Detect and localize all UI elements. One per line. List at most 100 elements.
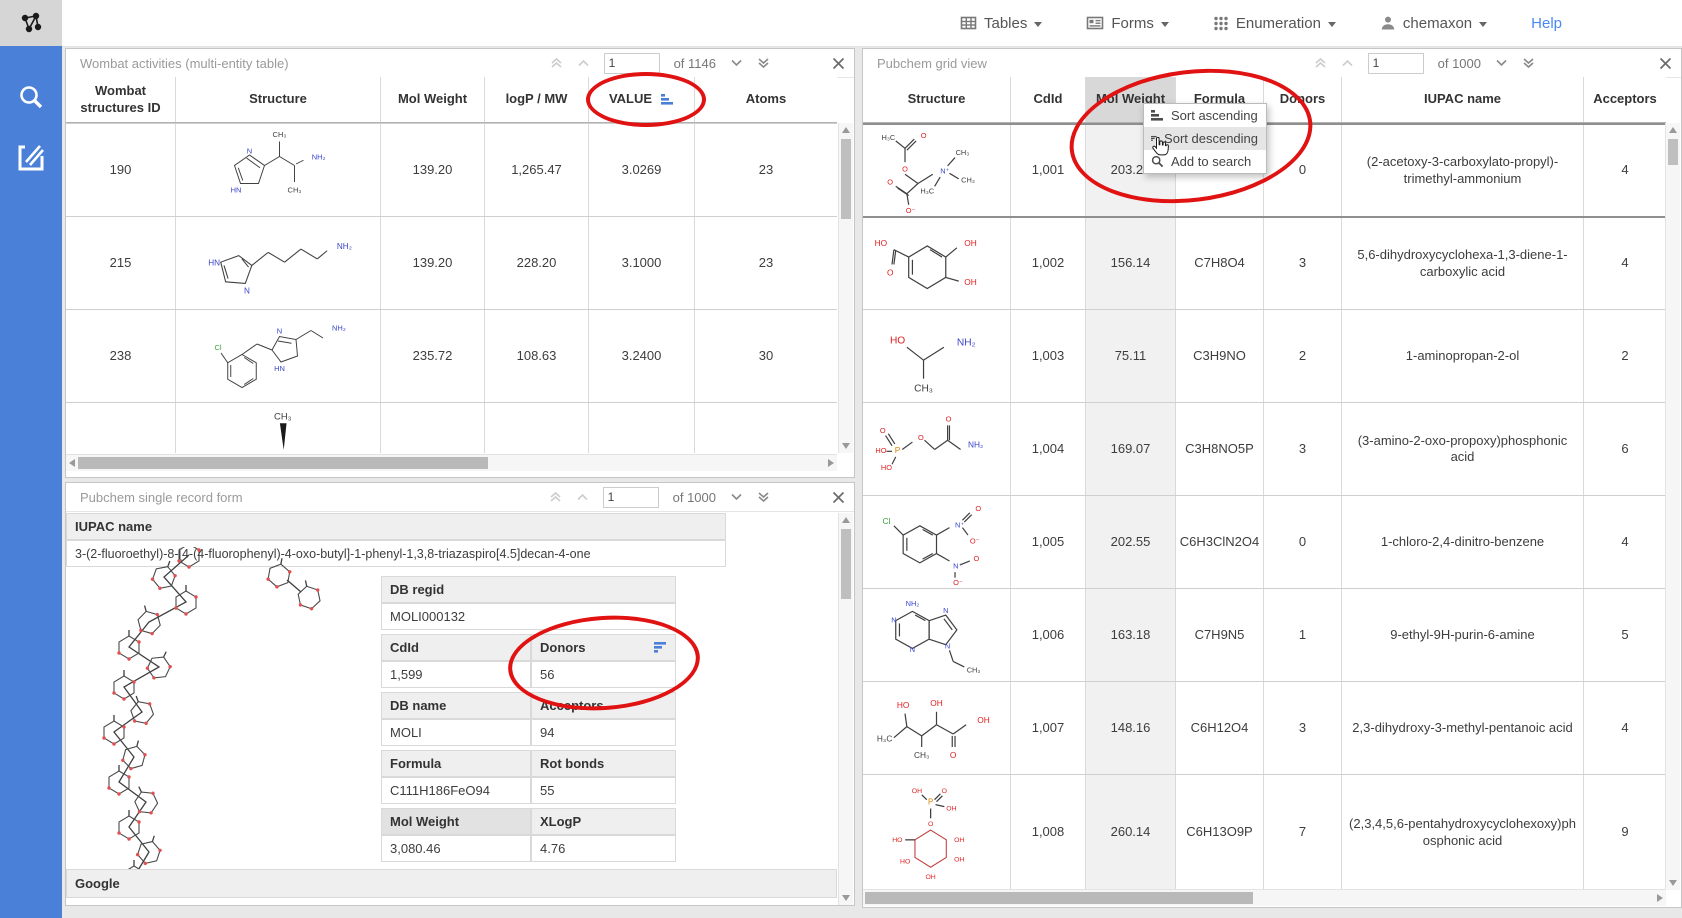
chemaxon-logo[interactable] [0, 0, 62, 46]
menu-item-sort-ascending[interactable]: Sort ascending [1144, 104, 1266, 127]
close-icon[interactable] [832, 57, 854, 70]
table-row[interactable]: HO NH₂ CH₃ 1,003 75.11 C3H9NO 2 1-aminop… [863, 309, 1666, 402]
iupac-cell[interactable]: (2-acetoxy-3-carboxylato-propyl)-trimeth… [1342, 125, 1584, 216]
vertical-scrollbar[interactable] [838, 513, 853, 905]
column-header-donors[interactable]: Donors [1264, 77, 1342, 122]
acceptors-cell[interactable]: 9 [1621, 824, 1629, 840]
mol-weight-cell[interactable]: 139.20 [381, 217, 485, 309]
mol-weight-cell[interactable]: 202.55 [1086, 496, 1176, 588]
last-page-button[interactable] [757, 57, 770, 69]
formula-cell[interactable]: C7H8O4 [1176, 218, 1264, 309]
iupac-cell[interactable]: 1-chloro-2,4-dinitro-benzene [1342, 496, 1584, 588]
scroll-up-arrow-icon[interactable] [842, 517, 850, 523]
acceptors-cell[interactable]: 4 [1621, 533, 1629, 549]
column-header-acceptors[interactable]: Acceptors [1593, 91, 1657, 107]
acceptors-cell[interactable]: 6 [1621, 440, 1629, 456]
structure-cell[interactable]: HN N NH₂ [176, 217, 381, 309]
horizontal-scrollbar[interactable] [863, 889, 1666, 906]
column-header-wombat-structures-id[interactable]: Wombat structures ID [66, 77, 176, 122]
tables-menu[interactable]: Tables [960, 15, 1043, 32]
structure-cell[interactable]: OH OH O HO [863, 218, 1011, 309]
scrollbar-thumb[interactable] [841, 529, 851, 599]
atoms-cell[interactable] [695, 403, 837, 453]
scrollbar-thumb[interactable] [865, 892, 1253, 904]
cdid-cell[interactable]: 1,002 [1011, 218, 1086, 309]
structure-cell[interactable]: HO NH₂ CH₃ [863, 310, 1011, 402]
value-cell[interactable] [589, 403, 695, 453]
first-page-button[interactable] [549, 491, 562, 503]
structure-cell[interactable]: H₃C O O N⁺ CH₃ CH₃ H₃C O O⁻ [863, 125, 1011, 216]
next-page-button[interactable] [730, 493, 743, 501]
enumeration-menu[interactable]: Enumeration [1213, 15, 1336, 32]
table-row[interactable]: H₃C HO OH OH O CH₃ 1,007 148.16 C6H12O4 … [863, 681, 1666, 774]
column-header-formula[interactable]: Formula [1176, 77, 1264, 122]
formula-cell[interactable]: C3H8NO5P [1176, 403, 1264, 495]
iupac-cell[interactable]: 9-ethyl-9H-purin-6-amine [1342, 589, 1584, 681]
cdid-cell[interactable]: 1,007 [1011, 682, 1086, 774]
value-cell[interactable]: 3.2400 [589, 310, 695, 402]
wombat-id-cell[interactable]: 215 [66, 217, 176, 309]
next-page-button[interactable] [1495, 59, 1508, 67]
iupac-cell[interactable]: 1-aminopropan-2-ol [1342, 310, 1584, 402]
help-link[interactable]: Help [1531, 14, 1562, 32]
vertical-scrollbar[interactable] [838, 123, 853, 453]
scrollbar-thumb[interactable] [841, 139, 851, 219]
forms-menu[interactable]: Forms [1086, 15, 1169, 32]
table-row[interactable]: 215 HN N NH₂ 139.20 228.20 3.1000 23 [66, 216, 837, 309]
mol-weight-cell[interactable]: 260.14 [1086, 775, 1176, 890]
iupac-cell[interactable]: (2,3,4,5,6-pentahydroxycyclohexoxy)phosp… [1342, 775, 1584, 890]
scrollbar-thumb[interactable] [1668, 139, 1678, 165]
menu-item-sort-descending[interactable]: Sort descending [1144, 127, 1266, 150]
structure-cell[interactable]: CH₃ [176, 403, 381, 453]
value-cell[interactable]: 3.1000 [589, 217, 695, 309]
scroll-left-arrow-icon[interactable] [69, 459, 75, 467]
formula-cell[interactable]: C6H3ClN2O4 [1176, 496, 1264, 588]
close-icon[interactable] [1659, 57, 1681, 70]
donors-cell[interactable]: 0 [1264, 496, 1342, 588]
first-page-button[interactable] [1314, 57, 1327, 69]
scrollbar-thumb[interactable] [78, 457, 488, 469]
scroll-up-arrow-icon[interactable] [1669, 127, 1677, 133]
column-header-structure[interactable]: Structure [176, 77, 381, 122]
logp-mw-cell[interactable]: 108.63 [485, 310, 589, 402]
first-page-button[interactable] [550, 57, 563, 69]
column-header-mol-weight[interactable]: Mol Weight [381, 77, 485, 122]
acceptors-cell[interactable]: 4 [1621, 255, 1629, 271]
menu-item-add-to-search[interactable]: Add to search [1144, 150, 1266, 173]
column-header-atoms[interactable]: Atoms [745, 91, 787, 107]
structure-cell[interactable]: N HN CH₃ NH₂ CH₃ [176, 124, 381, 216]
mol-weight-cell[interactable] [381, 403, 485, 453]
cdid-cell[interactable]: 1,005 [1011, 496, 1086, 588]
column-header-cdid[interactable]: CdId [1011, 77, 1086, 122]
user-menu[interactable]: chemaxon [1380, 15, 1488, 32]
formula-cell[interactable]: C6H13O9P [1176, 775, 1264, 890]
logp-mw-cell[interactable]: 228.20 [485, 217, 589, 309]
acceptors-cell[interactable]: 2 [1621, 347, 1629, 363]
page-input[interactable] [1367, 52, 1424, 74]
value-cell[interactable]: 3.0269 [589, 124, 695, 216]
donors-cell[interactable]: 7 [1264, 775, 1342, 890]
cdid-cell[interactable]: 1,004 [1011, 403, 1086, 495]
wombat-id-cell[interactable] [66, 403, 176, 453]
iupac-cell[interactable]: 2,3-dihydroxy-3-methyl-pentanoic acid [1342, 682, 1584, 774]
previous-page-button[interactable] [576, 493, 589, 501]
acceptors-cell[interactable]: 4 [1621, 162, 1629, 178]
mol-weight-cell[interactable]: 169.07 [1086, 403, 1176, 495]
donors-cell[interactable]: 0 [1264, 125, 1342, 216]
scroll-down-arrow-icon[interactable] [842, 895, 850, 901]
structure-cell[interactable]: H₃C HO OH OH O CH₃ [863, 682, 1011, 774]
column-header-structure[interactable]: Structure [863, 77, 1011, 122]
table-row[interactable]: Cl N⁺ O O⁻ N⁺ O O⁻ 1,005 202.55 C6H3ClN2… [863, 495, 1666, 588]
horizontal-scrollbar[interactable] [66, 454, 837, 471]
mol-weight-cell[interactable]: 235.72 [381, 310, 485, 402]
wombat-id-cell[interactable]: 238 [66, 310, 176, 402]
logp-mw-cell[interactable] [485, 403, 589, 453]
cdid-cell[interactable]: 1,006 [1011, 589, 1086, 681]
formula-cell[interactable]: C7H9N5 [1176, 589, 1264, 681]
donors-cell[interactable]: 3 [1264, 403, 1342, 495]
table-row[interactable]: 238 Cl N HN NH₂ 235.72 108.63 3.2400 30 [66, 309, 837, 402]
page-input[interactable] [603, 52, 660, 74]
search-tool-button[interactable] [0, 72, 62, 124]
table-row[interactable]: 190 N HN CH₃ NH₂ CH₃ 139.20 1,265.47 3.0269… [66, 123, 837, 216]
table-row[interactable]: CH₃ [66, 402, 837, 453]
